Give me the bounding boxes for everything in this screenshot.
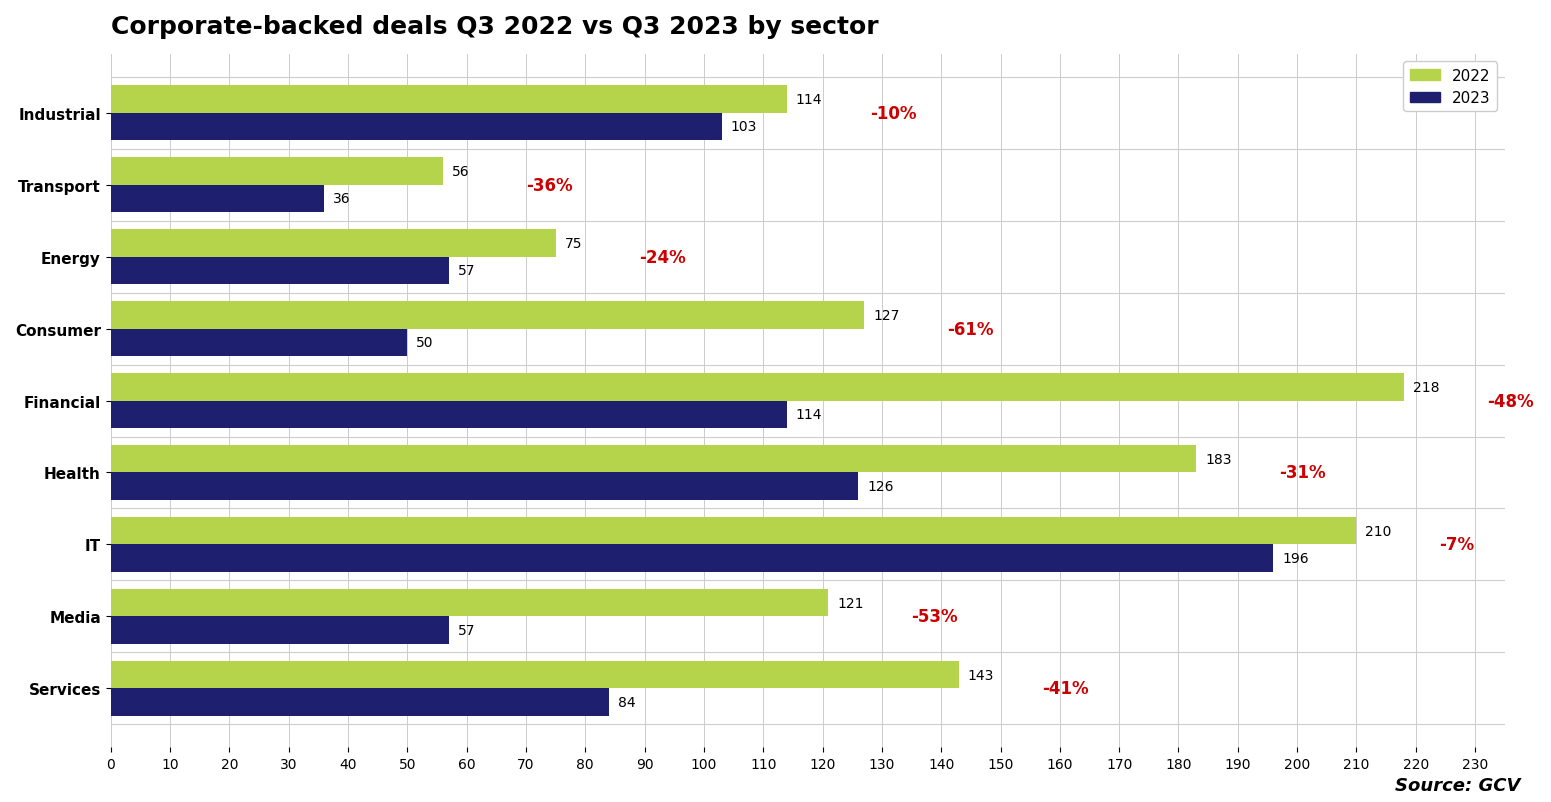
- Text: 218: 218: [1413, 380, 1439, 395]
- Bar: [110, 257, 448, 285]
- Text: -7%: -7%: [1439, 536, 1475, 553]
- Text: 57: 57: [458, 623, 475, 638]
- Bar: [110, 688, 610, 716]
- Text: -24%: -24%: [639, 249, 686, 266]
- Text: 114: 114: [796, 407, 822, 422]
- Text: 126: 126: [867, 480, 893, 493]
- Text: -10%: -10%: [870, 104, 917, 123]
- Text: 57: 57: [458, 264, 475, 278]
- Text: -41%: -41%: [1042, 679, 1089, 698]
- Bar: [110, 401, 786, 428]
- Text: 36: 36: [333, 192, 351, 206]
- Bar: [110, 302, 864, 329]
- Bar: [110, 446, 1196, 473]
- Text: 210: 210: [1365, 525, 1391, 538]
- Text: 127: 127: [873, 309, 900, 322]
- Text: 103: 103: [731, 120, 757, 134]
- Bar: [110, 545, 1273, 572]
- Text: -31%: -31%: [1280, 464, 1326, 482]
- Bar: [110, 374, 1404, 401]
- Text: Source: GCV: Source: GCV: [1394, 776, 1520, 794]
- Bar: [110, 329, 408, 356]
- Text: 183: 183: [1205, 452, 1231, 466]
- Text: -53%: -53%: [912, 608, 959, 626]
- Bar: [110, 661, 959, 688]
- Text: 196: 196: [1283, 552, 1309, 565]
- Text: -36%: -36%: [526, 176, 572, 194]
- Bar: [110, 185, 324, 213]
- Text: 114: 114: [796, 93, 822, 107]
- Text: 75: 75: [565, 237, 582, 251]
- Bar: [110, 87, 786, 114]
- Bar: [110, 617, 448, 644]
- Text: 121: 121: [838, 596, 864, 610]
- Text: 56: 56: [451, 164, 470, 179]
- Legend: 2022, 2023: 2022, 2023: [1404, 63, 1497, 112]
- Text: Corporate-backed deals Q3 2022 vs Q3 2023 by sector: Corporate-backed deals Q3 2022 vs Q3 202…: [110, 15, 878, 39]
- Bar: [110, 589, 828, 617]
- Bar: [110, 517, 1357, 545]
- Text: 50: 50: [416, 336, 434, 350]
- Bar: [110, 230, 555, 257]
- Bar: [110, 114, 721, 141]
- Text: 143: 143: [968, 668, 994, 682]
- Text: -48%: -48%: [1487, 392, 1534, 410]
- Bar: [110, 158, 444, 185]
- Text: -61%: -61%: [948, 320, 994, 338]
- Bar: [110, 473, 858, 500]
- Text: 84: 84: [617, 695, 636, 709]
